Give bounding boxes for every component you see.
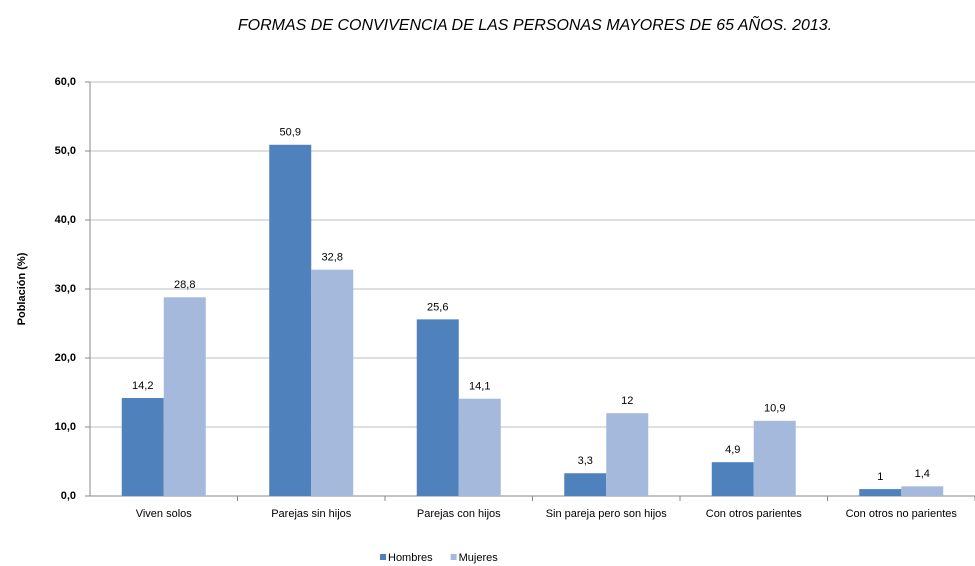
bar: [121, 398, 164, 496]
y-tick-label: 10,0: [55, 421, 76, 433]
value-label: 1,4: [915, 468, 930, 480]
x-tick-label: Parejas con hijos: [416, 508, 501, 520]
bar: [458, 398, 501, 496]
bar: [901, 486, 944, 496]
legend-label: Hombres: [388, 552, 433, 564]
chart-title: FORMAS DE CONVIVENCIA DE LAS PERSONAS MA…: [238, 15, 832, 34]
y-tick-label: 20,0: [55, 352, 76, 364]
x-tick-label: Con otros no parientes: [845, 508, 957, 520]
bar: [564, 473, 607, 496]
bar: [416, 319, 459, 496]
bar: [859, 489, 902, 496]
legend-swatch: [450, 554, 457, 560]
bar: [311, 269, 354, 496]
value-label: 14,2: [132, 380, 153, 392]
y-tick-label: 40,0: [55, 214, 76, 226]
value-label: 12: [621, 395, 633, 407]
y-tick-label: 50,0: [55, 145, 76, 157]
value-label: 50,9: [280, 127, 301, 139]
value-label: 32,8: [322, 252, 343, 264]
value-label: 3,3: [578, 455, 593, 467]
value-label: 10,9: [764, 403, 785, 415]
legend-label: Mujeres: [459, 552, 499, 564]
bar: [269, 144, 312, 497]
x-tick-label: Viven solos: [135, 508, 192, 520]
value-label: 28,8: [174, 279, 195, 291]
bar: [711, 462, 754, 496]
bar: [753, 420, 796, 496]
y-axis-label: Población (%): [16, 252, 28, 325]
x-tick-label: Parejas sin hijos: [271, 508, 352, 520]
bar: [163, 297, 206, 496]
y-tick-label: 0,0: [61, 490, 76, 502]
x-tick-label: Con otros parientes: [705, 508, 802, 520]
value-label: 14,1: [469, 381, 490, 393]
value-label: 4,9: [725, 444, 740, 456]
value-label: 1: [877, 471, 883, 483]
x-tick-label: Sin pareja pero son hijos: [545, 508, 667, 520]
y-tick-label: 60,0: [55, 76, 76, 88]
value-label: 25,6: [427, 301, 448, 313]
bar: [606, 413, 649, 496]
legend-swatch: [380, 554, 386, 560]
y-tick-label: 30,0: [55, 283, 76, 295]
